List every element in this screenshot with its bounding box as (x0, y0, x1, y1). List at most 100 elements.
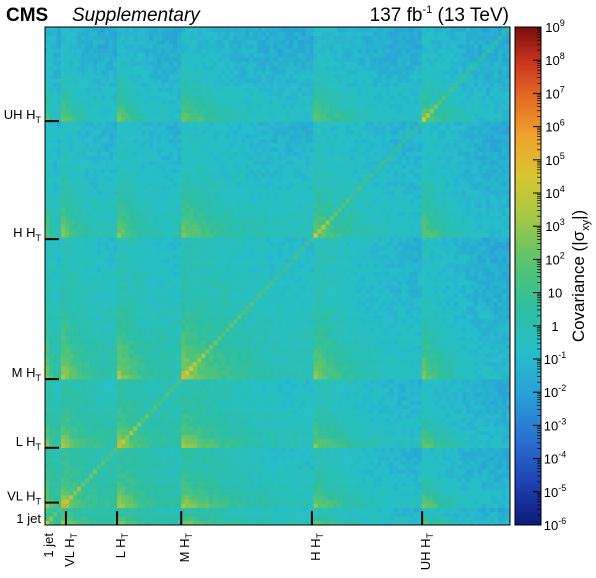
heatmap-cell (137, 203, 142, 208)
heatmap-cell (197, 443, 202, 449)
heatmap-cell (193, 69, 198, 75)
heatmap-cell (169, 430, 174, 436)
heatmap-cell (61, 336, 66, 341)
heatmap-cell (141, 151, 146, 157)
heatmap-cell (141, 370, 146, 376)
heatmap-cell (133, 396, 138, 401)
heatmap-cell (113, 383, 118, 388)
heatmap-cell (177, 172, 182, 178)
heatmap-cell (73, 387, 78, 393)
heatmap-cell (181, 134, 186, 139)
heatmap-cell (125, 194, 130, 200)
heatmap-cell (61, 486, 66, 491)
heatmap-cell (177, 276, 182, 281)
heatmap-cell (133, 74, 138, 79)
heatmap-cell (153, 35, 158, 41)
heatmap-cell (205, 301, 210, 307)
heatmap-cell (141, 177, 146, 182)
heatmap-cell (105, 207, 110, 212)
heatmap-cell (117, 125, 122, 131)
heatmap-cell (105, 121, 110, 127)
heatmap-cell (49, 134, 54, 139)
heatmap-cell (133, 52, 138, 58)
heatmap-cell (153, 520, 158, 525)
heatmap-cell (49, 366, 54, 371)
heatmap-cell (169, 112, 174, 118)
heatmap-cell (177, 379, 182, 384)
heatmap-cell (209, 434, 214, 440)
heatmap-cell (133, 95, 138, 101)
heatmap-cell (93, 207, 98, 212)
heatmap-cell (181, 404, 186, 410)
heatmap-cell (201, 237, 206, 242)
heatmap-cell (121, 263, 126, 268)
heatmap-cell (49, 125, 54, 131)
heatmap-cell (89, 288, 94, 294)
heatmap-cell (77, 421, 82, 427)
heatmap-cell (121, 280, 126, 285)
heatmap-cell (169, 374, 174, 380)
heatmap-cell (137, 44, 142, 49)
heatmap-cell (201, 486, 206, 491)
heatmap-cell (69, 87, 74, 92)
heatmap-cell (193, 39, 198, 45)
heatmap-cell (157, 151, 162, 157)
heatmap-cell (181, 254, 186, 260)
heatmap-cell (65, 473, 70, 479)
heatmap-cell (165, 280, 170, 285)
heatmap-cell (125, 69, 130, 75)
heatmap-cell (213, 426, 218, 431)
heatmap-cell (101, 35, 106, 41)
heatmap-cell (117, 181, 122, 187)
heatmap-cell (65, 426, 70, 431)
heatmap-cell (97, 323, 102, 328)
heatmap-cell (193, 383, 198, 388)
heatmap-cell (153, 486, 158, 491)
heatmap-cell (49, 327, 54, 333)
heatmap-cell (49, 301, 54, 307)
heatmap-cell (49, 413, 54, 418)
heatmap-cell (213, 134, 218, 139)
heatmap-cell (181, 245, 186, 251)
heatmap-cell (181, 181, 186, 187)
heatmap-cell (125, 121, 130, 127)
heatmap-cell (109, 121, 114, 127)
heatmap-cell (121, 155, 126, 161)
heatmap-cell (85, 160, 90, 165)
heatmap-cell (49, 486, 54, 491)
heatmap-cell (97, 439, 102, 444)
heatmap-cell (157, 396, 162, 401)
heatmap-cell (129, 336, 134, 341)
heatmap-cell (193, 370, 198, 376)
heatmap-cell (97, 104, 102, 109)
heatmap-cell (61, 112, 66, 118)
heatmap-cell (185, 168, 190, 174)
heatmap-cell (169, 151, 174, 157)
heatmap-cell (89, 65, 94, 71)
heatmap-cell (189, 82, 194, 88)
heatmap-cell (161, 172, 166, 178)
heatmap-cell (133, 486, 138, 491)
heatmap-cell (181, 387, 186, 393)
heatmap-cell (197, 112, 202, 118)
heatmap-cell (61, 357, 66, 363)
heatmap-cell (121, 284, 126, 290)
heatmap-cell (145, 400, 150, 406)
heatmap-cell (121, 439, 126, 444)
heatmap-cell (133, 91, 138, 96)
heatmap-cell (157, 512, 162, 517)
heatmap-cell (97, 460, 102, 466)
heatmap-cell (137, 198, 142, 204)
heatmap-cell (165, 477, 170, 483)
heatmap-cell (213, 439, 218, 444)
heatmap-cell (181, 82, 186, 88)
heatmap-cell (85, 99, 90, 105)
heatmap-cell (209, 323, 214, 328)
heatmap-cell (181, 314, 186, 320)
heatmap-cell (169, 276, 174, 281)
heatmap-cell (177, 117, 182, 122)
heatmap-cell (165, 486, 170, 491)
heatmap-cell (153, 503, 158, 509)
heatmap-cell (61, 409, 66, 414)
heatmap-cell (117, 404, 122, 410)
